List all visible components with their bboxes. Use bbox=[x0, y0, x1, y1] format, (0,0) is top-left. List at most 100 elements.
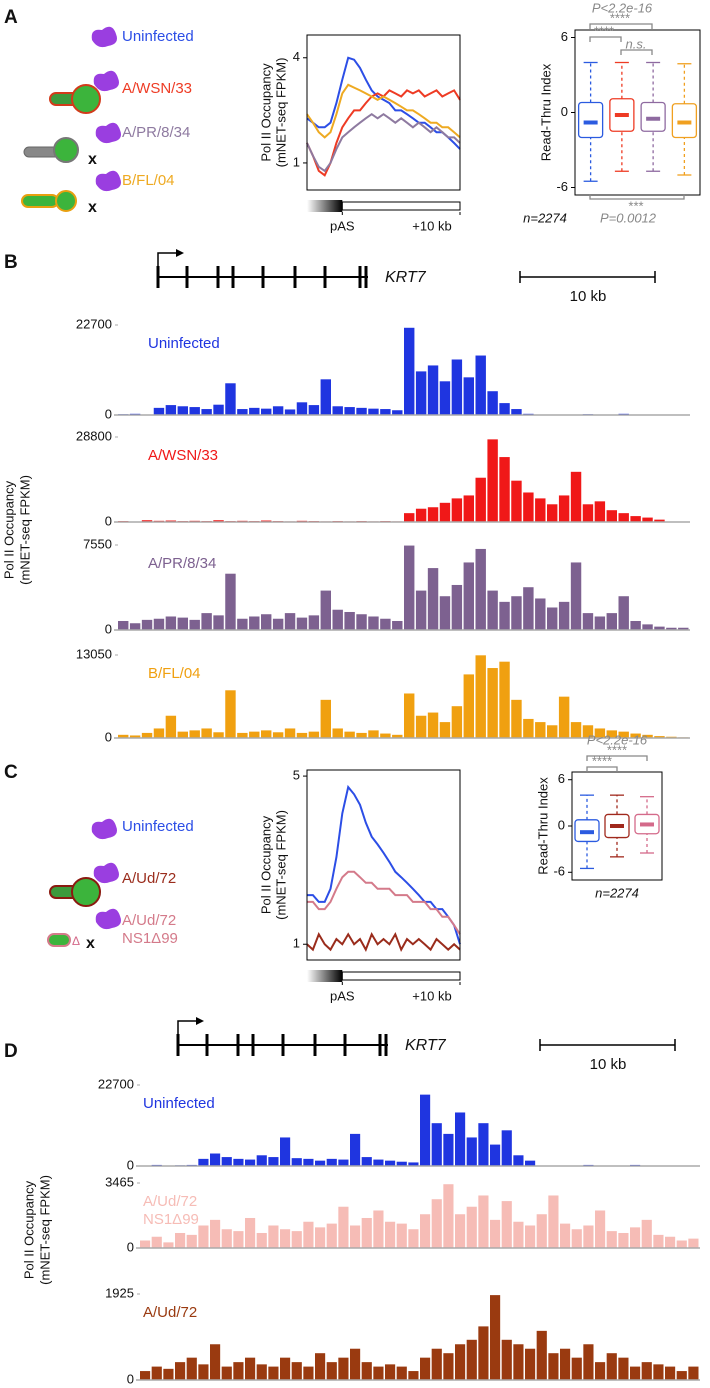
bar bbox=[431, 1199, 442, 1248]
y-tick-label: 1 bbox=[293, 154, 300, 169]
bar bbox=[118, 620, 129, 630]
bar bbox=[525, 1348, 536, 1380]
bar bbox=[463, 562, 474, 630]
bar bbox=[350, 1225, 361, 1248]
svg-text:x: x bbox=[86, 935, 95, 952]
bar bbox=[439, 722, 451, 738]
bar bbox=[594, 616, 606, 630]
bar bbox=[213, 732, 224, 738]
bar bbox=[221, 1229, 232, 1248]
bar bbox=[547, 607, 558, 630]
bar bbox=[560, 1223, 571, 1248]
bar bbox=[380, 733, 391, 738]
bar bbox=[141, 732, 153, 738]
y-axis-label: (mNET-seq FPKM) bbox=[273, 810, 288, 920]
significance-bracket bbox=[586, 755, 648, 761]
bar bbox=[595, 1362, 606, 1380]
series-line bbox=[306, 932, 461, 952]
bar bbox=[320, 699, 331, 738]
bar bbox=[141, 619, 153, 630]
bar bbox=[308, 731, 320, 738]
bar bbox=[177, 731, 188, 738]
bar bbox=[427, 568, 439, 630]
bar bbox=[594, 728, 606, 738]
bar bbox=[653, 1364, 664, 1380]
bar bbox=[606, 1353, 617, 1380]
bar bbox=[420, 1094, 431, 1166]
bar bbox=[513, 1221, 524, 1248]
annotation: *** bbox=[628, 198, 643, 213]
bar bbox=[408, 1229, 419, 1248]
bar bbox=[582, 504, 594, 522]
legend-entry: Uninfected bbox=[122, 28, 194, 45]
bar bbox=[404, 327, 415, 415]
bar bbox=[213, 615, 224, 630]
bar bbox=[548, 1353, 559, 1380]
bar bbox=[344, 731, 355, 738]
panel-label: D bbox=[4, 1041, 18, 1062]
bar bbox=[475, 355, 486, 415]
bar bbox=[606, 730, 617, 738]
bar bbox=[536, 1330, 547, 1380]
bar bbox=[268, 1366, 279, 1380]
bar bbox=[326, 1223, 337, 1248]
bar bbox=[373, 1210, 384, 1248]
track-title: Uninfected bbox=[148, 335, 220, 352]
bar bbox=[350, 1133, 361, 1166]
bar bbox=[261, 730, 272, 738]
bar bbox=[487, 590, 498, 630]
y-tick-label: 22700 bbox=[98, 1076, 134, 1091]
bar bbox=[583, 1225, 594, 1248]
series-line bbox=[307, 870, 461, 935]
bar bbox=[404, 693, 415, 738]
bar bbox=[558, 601, 570, 630]
bar bbox=[511, 699, 522, 738]
legend-entry: A/WSN/33 bbox=[122, 80, 193, 97]
bar bbox=[618, 731, 629, 738]
bar bbox=[249, 616, 260, 630]
bar bbox=[361, 1217, 372, 1248]
bar bbox=[415, 715, 427, 738]
bar bbox=[153, 728, 165, 738]
bar bbox=[475, 548, 486, 630]
y-tick-label: 1 bbox=[293, 936, 300, 951]
bar bbox=[151, 1366, 162, 1380]
bar bbox=[392, 620, 403, 630]
bar bbox=[478, 1326, 489, 1380]
bar bbox=[261, 614, 272, 630]
bar bbox=[326, 1362, 337, 1380]
bar bbox=[583, 1344, 594, 1380]
bar bbox=[385, 1221, 396, 1248]
y-axis-label: (mNET-seq FPKM) bbox=[273, 58, 288, 168]
svg-text:Δ: Δ bbox=[72, 934, 80, 948]
bar bbox=[654, 736, 665, 738]
bar bbox=[535, 498, 546, 522]
bar bbox=[153, 618, 165, 630]
bar bbox=[501, 1130, 512, 1166]
bar bbox=[415, 508, 427, 522]
y-axis-label: Read-Thru Index bbox=[535, 777, 550, 875]
bar bbox=[487, 668, 498, 738]
bar bbox=[392, 410, 403, 415]
bar bbox=[284, 728, 296, 738]
bar bbox=[404, 513, 415, 522]
bar bbox=[688, 1366, 699, 1380]
bar bbox=[654, 626, 665, 630]
svg-text:x: x bbox=[88, 199, 97, 216]
bar bbox=[420, 1357, 431, 1380]
bar bbox=[478, 1195, 489, 1248]
bar bbox=[511, 480, 522, 522]
panel-label: C bbox=[4, 762, 18, 783]
bar bbox=[141, 520, 153, 522]
y-tick-label: 7550 bbox=[83, 536, 112, 551]
bar bbox=[350, 1348, 361, 1380]
bar bbox=[373, 1159, 384, 1166]
y-tick-label: 1925 bbox=[105, 1285, 134, 1300]
bar bbox=[225, 573, 236, 630]
bar bbox=[523, 587, 534, 630]
bar bbox=[385, 1160, 396, 1166]
bar bbox=[320, 590, 331, 630]
annotation: P<2.2e-16 bbox=[587, 732, 648, 747]
bar bbox=[513, 1344, 524, 1380]
